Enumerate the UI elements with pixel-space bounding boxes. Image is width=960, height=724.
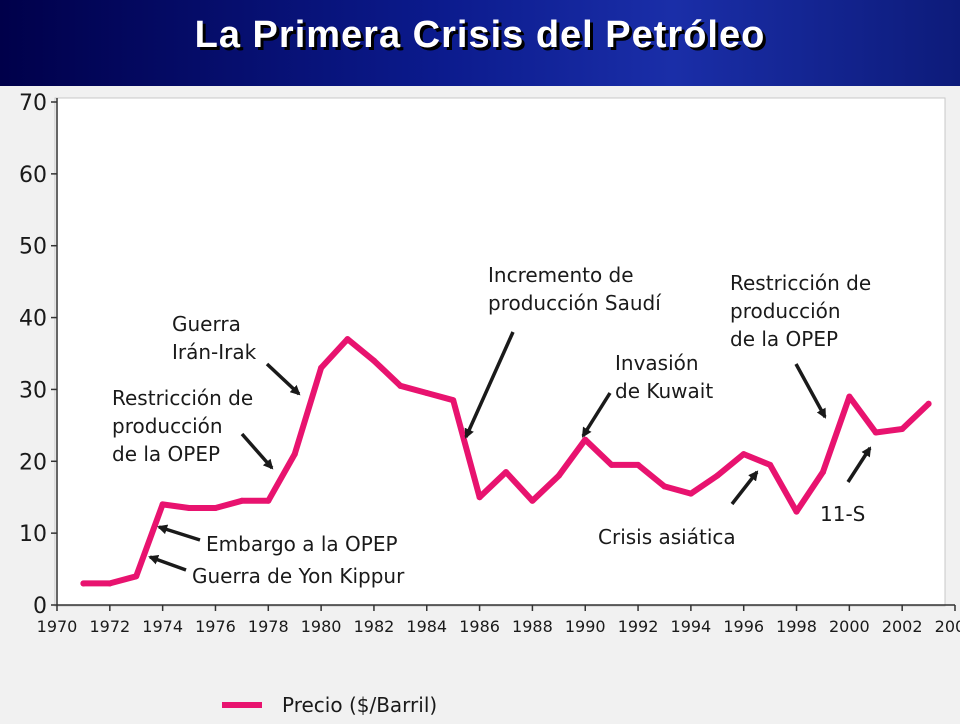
x-tick-label: 1992 [618,617,659,636]
data-point [503,469,509,476]
data-point [212,504,219,511]
annotation-arrow [148,555,187,572]
annotation-label: 11-S [820,502,865,526]
y-tick-label: 20 [19,450,47,475]
y-tick-label: 0 [33,594,47,619]
data-point [238,497,245,504]
data-point [159,501,166,508]
annotation-label: producción Saudí [488,291,662,315]
annotation-label: Embargo a la OPEP [206,532,398,556]
data-point [344,336,351,343]
data-point [186,504,193,511]
annotation-arrow [794,363,827,419]
data-point [767,461,774,468]
data-point [450,397,457,404]
y-tick-label: 60 [19,163,47,188]
annotation-arrow [846,446,872,483]
annotation-label: Invasión [615,351,699,375]
x-tick-label: 1970 [37,617,78,636]
x-tick-label: 1980 [301,617,342,636]
x-tick-label: 1984 [406,617,447,636]
y-tick-label: 50 [19,235,47,260]
data-point [740,451,747,458]
annotation-label: Restricción de [112,386,253,410]
data-point [133,573,140,580]
legend: Precio ($/Barril) [222,693,437,717]
x-tick-label: 2002 [882,617,923,636]
annotation-arrow [464,331,515,439]
title-banner: La Primera Crisis del Petróleo [0,0,960,86]
y-tick-label: 10 [19,522,47,547]
oil-price-chart: 0 10 20 30 40 50 60 70 1970 1972 1974 1976 1978 1980 1… [0,86,960,720]
data-point [370,357,377,364]
x-tick-label: 2000 [829,617,870,636]
annotation-label: de Kuwait [615,379,713,403]
chart-svg: 0 10 20 30 40 50 60 70 1970 1972 1974 1976 1978 1980 1… [19,91,960,717]
annotation-arrow [157,524,201,542]
x-tick-label: 2004 [935,617,960,636]
x-tick-label: 1990 [565,617,606,636]
y-tick-label: 40 [19,307,47,332]
data-point [80,580,87,587]
data-point [608,461,615,468]
annotation-label: producción [730,299,841,323]
x-tick-label: 1974 [142,617,183,636]
axes: 0 10 20 30 40 50 60 70 1970 1972 1974 1976 1978 1980 1… [19,91,960,636]
data-point [846,393,853,400]
annotation-label: producción [112,414,223,438]
slide-title: La Primera Crisis del Petróleo [194,14,766,56]
annotation-label: Guerra [172,312,241,336]
annotation-label: Restricción de [730,271,871,295]
y-tick-label: 30 [19,378,47,403]
data-point [925,400,932,407]
data-point [555,472,562,479]
data-point [687,490,694,497]
annotation-label: de la OPEP [730,327,838,351]
annotation-layer: Guerra de Yon Kippur Embargo a la OPEP Res… [112,263,872,588]
data-point [872,429,879,436]
data-point [291,451,298,458]
annotation-arrow [265,362,301,396]
annotation-label: Guerra de Yon Kippur [192,564,405,588]
data-point [318,364,325,371]
x-tick-label: 1972 [89,617,130,636]
x-tick-label: 1988 [512,617,553,636]
data-point [714,472,721,479]
data-point [819,469,826,476]
annotation-arrow [581,392,612,438]
data-point [661,483,668,490]
legend-label: Precio ($/Barril) [282,693,437,717]
x-tick-label: 1978 [248,617,289,636]
data-point [582,436,589,443]
annotation-arrow [730,470,759,506]
annotation-label: Irán-Irak [172,340,257,364]
data-point [793,508,800,515]
annotation-label: de la OPEP [112,442,220,466]
x-tick-label: 1976 [195,617,236,636]
data-point [106,580,113,587]
y-tick-label: 70 [19,91,47,116]
annotation-label: Crisis asiática [598,525,736,549]
data-point [397,382,404,389]
data-point [423,390,430,397]
data-point [635,461,642,468]
data-point [899,425,906,432]
data-point [476,494,483,501]
x-tick-label: 1982 [354,617,395,636]
data-point [529,497,536,504]
annotation-label: Incremento de [488,263,634,287]
x-tick-label: 1998 [776,617,817,636]
x-tick-label: 1994 [671,617,712,636]
x-tick-label: 1996 [723,617,764,636]
series-layer [80,336,932,587]
data-point [265,497,272,504]
annotation-arrow [240,432,274,470]
plot-area [54,97,946,607]
x-tick-label: 1986 [459,617,500,636]
